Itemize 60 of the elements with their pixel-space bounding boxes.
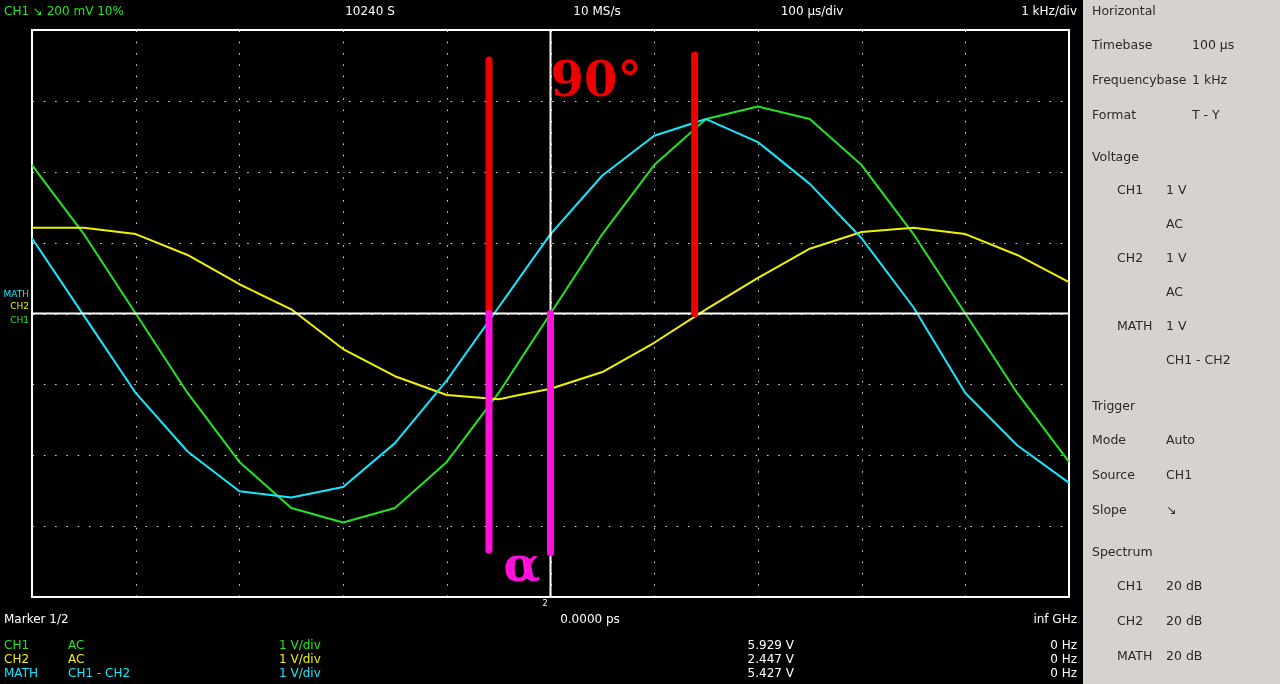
text: 0 Hz: [1050, 652, 1077, 666]
text: 0.0000 ps: [560, 612, 620, 626]
annotation: 90°: [550, 51, 642, 107]
text: MATH: [3, 289, 29, 299]
text: CH1 - CH2: [68, 666, 131, 680]
text: CH1 ↘ 200 mV 10%: [4, 4, 124, 18]
text: 20 dB: [1166, 648, 1203, 663]
text: Horizontal: [1092, 3, 1156, 18]
text: Voltage: [1092, 149, 1140, 164]
text: 20 dB: [1166, 613, 1203, 628]
text: Mode: [1092, 432, 1127, 447]
text: 1 V/div: [279, 666, 321, 680]
text: 5.427 V: [747, 666, 795, 680]
text: Auto: [1166, 432, 1196, 447]
text: 2.447 V: [747, 652, 795, 666]
text: Marker 1/2: [4, 612, 69, 626]
text: Source: [1092, 467, 1136, 482]
text: CH1: [1166, 467, 1193, 482]
text: AC: [68, 638, 85, 652]
text: Slope: [1092, 502, 1127, 517]
text: inf GHz: [1033, 612, 1077, 626]
text: CH1 - CH2: [1166, 352, 1231, 367]
text: 10 MS/s: [573, 4, 621, 18]
text: MATH: [1117, 648, 1153, 663]
text: T - Y: [1191, 107, 1221, 122]
text: AC: [1166, 284, 1184, 299]
text: Frequencybase: [1092, 72, 1187, 87]
text: α: [503, 536, 541, 592]
text: 100 µs: [1192, 37, 1235, 52]
text: 1 V/div: [279, 638, 321, 652]
text: CH1: [1117, 182, 1144, 197]
text: AC: [1166, 216, 1184, 231]
text: 5.929 V: [747, 638, 795, 652]
text: MATH: [1117, 318, 1153, 333]
text: AC: [68, 652, 85, 666]
text: CH2: [10, 301, 29, 311]
text: CH1: [1117, 578, 1144, 593]
text: Trigger: [1091, 398, 1136, 413]
text: 2: [542, 599, 548, 608]
text: CH2: [4, 652, 30, 666]
text: CH1: [4, 638, 30, 652]
text: 10240 S: [345, 4, 395, 18]
text: Timebase: [1091, 37, 1153, 52]
text: 20 dB: [1166, 578, 1203, 593]
text: Format: [1092, 107, 1137, 122]
text: 1 V/div: [279, 652, 321, 666]
text: 1 V: [1166, 250, 1187, 265]
text: 0 Hz: [1050, 638, 1077, 652]
text: ↘: [1166, 502, 1177, 517]
text: 1 kHz/div: [1021, 4, 1077, 18]
text: 1 kHz: [1192, 72, 1228, 87]
text: 100 µs/div: [780, 4, 844, 18]
text: CH2: [1117, 613, 1144, 628]
text: MATH: [4, 666, 38, 680]
text: 1 V: [1166, 318, 1187, 333]
text: 0 Hz: [1050, 666, 1077, 680]
text: CH2: [1117, 250, 1144, 265]
text: Spectrum: [1092, 544, 1153, 559]
text: 1 V: [1166, 182, 1187, 197]
text: CH1: [10, 315, 29, 325]
